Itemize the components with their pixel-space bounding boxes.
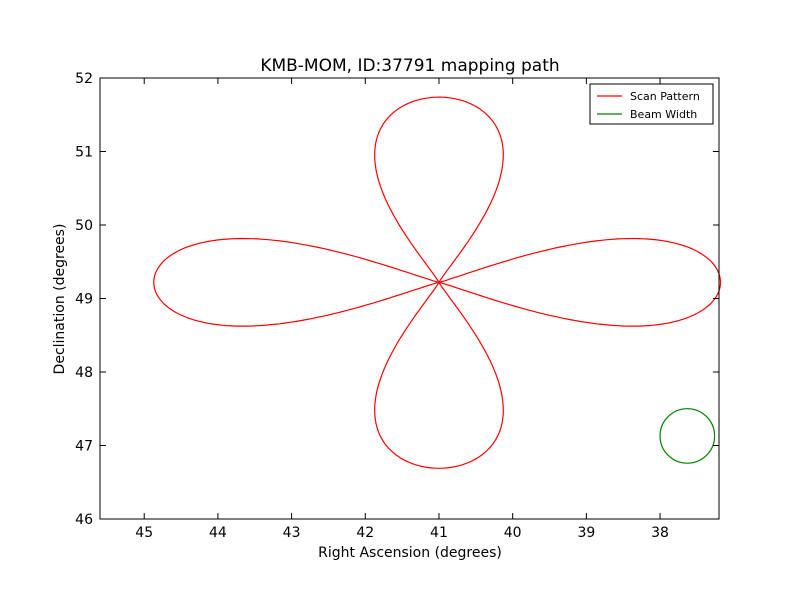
- scan-pattern-lobe-south: [374, 281, 504, 469]
- x-tick-label: 43: [283, 525, 301, 541]
- chart-title: KMB-MOM, ID:37791 mapping path: [260, 56, 559, 76]
- ticks-layer: 45 44 43 42 41 40 39 38 46 47 48 49 50 51 52: [75, 71, 719, 541]
- y-tick-label: 48: [75, 365, 93, 381]
- x-tick-label: 39: [577, 525, 595, 541]
- beam-width-circle: [659, 408, 716, 464]
- y-tick-label: 52: [75, 71, 93, 87]
- plot-background: [100, 78, 719, 519]
- legend-box: [589, 83, 714, 125]
- plot-area: [99, 77, 722, 520]
- y-tick-label: 46: [75, 512, 93, 528]
- scan-pattern-lobe-east: [153, 237, 440, 327]
- legend-label-beam-width: Beam Width: [630, 108, 697, 121]
- x-axis-label: Right Ascension (degrees): [318, 545, 502, 561]
- x-tick-label: 42: [356, 525, 374, 541]
- y-tick-label: 50: [75, 218, 93, 234]
- x-tick-label: 41: [430, 525, 448, 541]
- y-tick-label: 49: [75, 292, 93, 308]
- y-tick-label: 51: [75, 145, 93, 161]
- scan-pattern-lobe-west: [438, 237, 722, 327]
- y-tick-label: 47: [75, 439, 93, 455]
- x-tick-label: 45: [135, 525, 153, 541]
- y-axis-label: Declination (degrees): [52, 224, 68, 375]
- x-tick-label: 44: [209, 525, 227, 541]
- series-layer: [153, 96, 722, 469]
- scan-pattern-lobe-north: [374, 96, 504, 283]
- legend-label-scan-pattern: Scan Pattern: [630, 90, 700, 103]
- x-tick-label: 40: [504, 525, 522, 541]
- legend: Scan Pattern Beam Width: [589, 83, 714, 125]
- x-tick-label: 38: [651, 525, 669, 541]
